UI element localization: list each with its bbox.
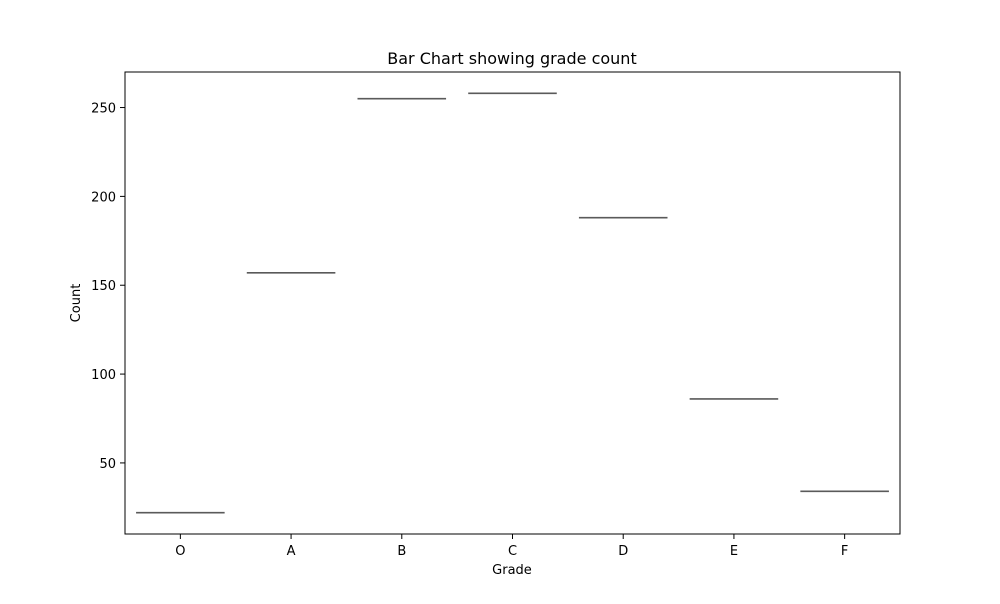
x-tick-label: C [508, 544, 517, 559]
y-tick-label: 200 [91, 190, 116, 205]
x-tick-label: F [841, 544, 848, 559]
y-tick-label: 250 [91, 102, 116, 117]
plot-area-frame [124, 71, 901, 535]
chart-title: Bar Chart showing grade count [387, 49, 636, 68]
x-tick-label: O [175, 544, 185, 559]
y-axis: 50 100 150 200 250 [91, 102, 125, 472]
data-marks [136, 92, 889, 514]
y-tick-label: 100 [91, 368, 116, 383]
x-tick-label: E [730, 544, 738, 559]
x-tick-label: A [287, 544, 296, 559]
y-axis-label: Count [69, 284, 84, 323]
x-tick-label: D [618, 544, 628, 559]
y-tick-label: 50 [99, 457, 116, 472]
x-tick-label: B [397, 544, 406, 559]
x-axis-label: Grade [492, 563, 532, 578]
y-tick-label: 150 [91, 279, 116, 294]
